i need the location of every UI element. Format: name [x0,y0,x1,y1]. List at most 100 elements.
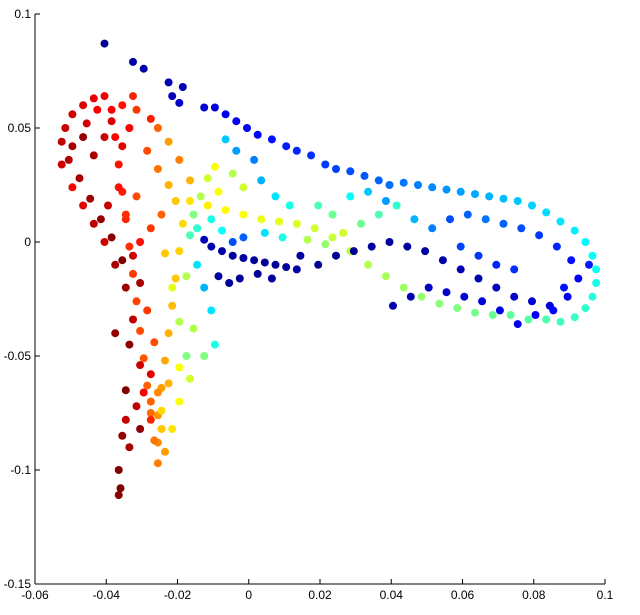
scatter-point [535,231,544,240]
scatter-point [121,210,130,219]
scatter-point [332,165,340,173]
scatter-point [75,174,84,183]
scatter-point [153,165,162,173]
scatter-point [528,201,536,210]
scatter-point [581,304,590,313]
scatter-point [399,178,408,187]
scatter-point [116,484,125,493]
scatter-point [146,370,155,379]
scatter-point [57,137,66,146]
y-ticks: 0.1 0.05 0 -0.05 -0.1 -0.15 [4,7,40,591]
scatter-point [271,192,280,201]
scatter-point [250,155,259,164]
scatter-point [171,274,180,283]
scatter-point [374,176,383,185]
y-tick-label: -0.05 [4,349,32,363]
scatter-point [200,103,209,112]
scatter-point [136,361,145,370]
scatter-point [210,103,219,112]
scatter-point [463,210,472,219]
scatter-point [510,265,519,274]
scatter-point [193,224,202,233]
scatter-point [592,279,601,287]
scatter-point [175,155,184,164]
scatter-point [118,431,127,440]
scatter-point [186,197,194,205]
scatter-point [79,201,88,210]
scatter-point [239,210,248,219]
scatter-point [453,304,462,313]
scatter-point [406,292,415,301]
scatter-point [460,292,469,301]
scatter-point [186,374,194,383]
scatter-point [157,210,166,219]
scatter-point [68,142,77,151]
scatter-point [275,217,283,226]
scatter-point [381,272,390,281]
scatter-point [207,215,216,224]
scatter-point [410,215,419,224]
x-tick-label: 0.1 [597,588,614,602]
scatter-point [178,219,187,228]
scatter-point [585,260,593,269]
scatter-point [442,185,451,194]
scatter-point [57,160,66,169]
scatter-point [592,265,601,274]
scatter-point [282,142,291,151]
scatter-point [164,181,173,189]
scatter-point [121,283,130,292]
scatter-point [364,260,373,269]
scatter-point [168,92,177,101]
scatter-point [314,201,323,210]
scatter-point [175,98,184,107]
y-tick-label: -0.1 [10,463,31,477]
scatter-point [257,215,266,224]
scatter-point [221,135,230,144]
scatter-point [235,274,244,283]
scatter-point [282,263,291,272]
scatter-point [260,228,269,237]
scatter-point [485,192,494,201]
y-tick-label: 0.1 [14,7,31,21]
scatter-point [129,315,137,324]
scatter-point [214,187,223,196]
scatter-point [168,301,177,310]
scatter-point [143,146,152,155]
scatter-point [542,208,551,217]
scatter-point [442,288,451,297]
scatter-point [260,258,269,267]
scatter-point [392,201,401,210]
scatter-point [168,283,177,292]
scatter-point [182,352,191,360]
x-ticks: -0.06 -0.04 -0.02 0 0.02 0.04 0.06 0.08 0.1 [21,579,614,602]
scatter-point [239,233,248,242]
scatter-point [89,219,98,228]
scatter-point [86,194,95,203]
scatter-point [417,292,426,301]
scatter-point [93,105,102,114]
scatter-point [100,238,109,246]
x-tick-label: 0.04 [380,588,404,602]
scatter-point [528,297,536,306]
scatter-point [253,269,262,278]
x-tick-label: 0.02 [308,588,332,602]
scatter-point [136,279,145,287]
scatter-point [107,233,116,242]
scatter-point [143,381,152,390]
scatter-point [79,133,88,142]
scatter-point [146,114,155,123]
scatter-point [153,388,162,397]
scatter-point [271,260,280,269]
scatter-point [239,254,248,262]
scatter-point [79,101,88,110]
scatter-point [100,133,109,142]
scatter-point [125,124,134,132]
scatter-point [428,183,437,192]
scatter-point [132,402,141,411]
scatter-point [114,491,123,500]
scatter-point [139,388,148,397]
plot-area [35,14,605,584]
scatter-point [153,124,162,132]
scatter-point [107,117,116,126]
